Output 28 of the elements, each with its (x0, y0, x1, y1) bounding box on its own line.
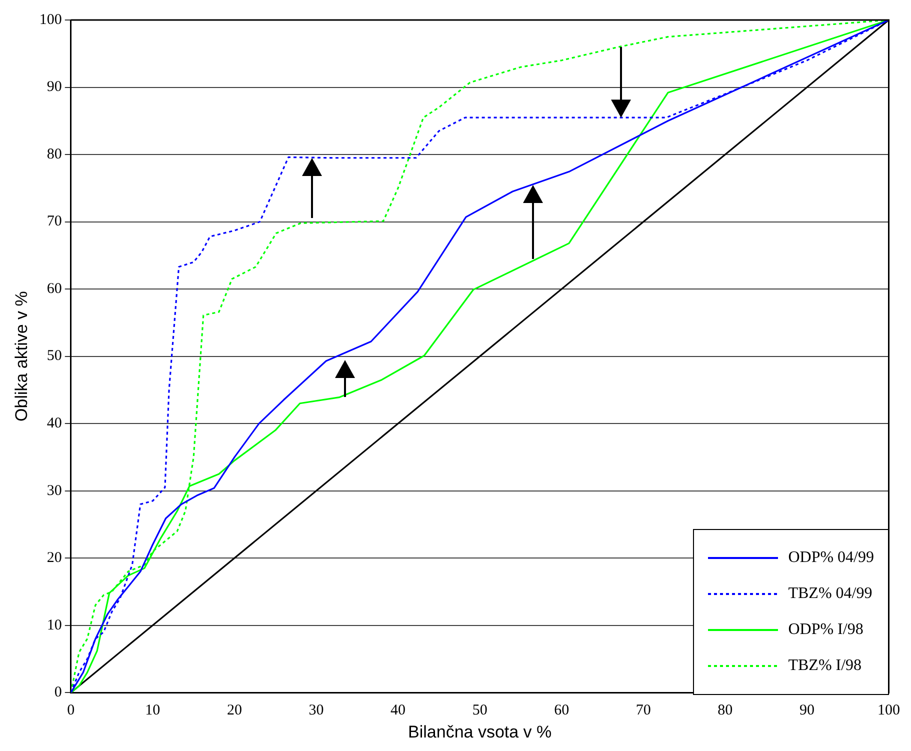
x-axis-title: Bilančna vsota v % (408, 722, 552, 742)
x-tick-label: 20 (226, 702, 242, 719)
legend-label: ODP% 04/99 (788, 549, 874, 567)
y-tick-label: 90 (46, 79, 62, 96)
y-tick-label: 100 (39, 12, 62, 28)
x-tick-label: 80 (718, 702, 733, 719)
y-tick-label: 80 (46, 146, 62, 162)
legend-label: ODP% I/98 (788, 621, 864, 639)
x-tick-label: 100 (878, 702, 900, 719)
y-tick-label: 50 (46, 348, 62, 364)
y-tick-label: 0 (54, 684, 62, 701)
x-tick-label: 70 (636, 702, 651, 719)
legend-label: TBZ% 04/99 (788, 585, 872, 603)
x-tick-label: 0 (67, 702, 75, 719)
y-tick-label: 70 (46, 214, 62, 230)
x-tick-label: 90 (799, 702, 814, 719)
y-tick-label: 60 (46, 280, 62, 297)
y-tick-label: 10 (46, 617, 62, 634)
legend-label: TBZ% I/98 (788, 657, 862, 675)
x-tick-label: 60 (554, 702, 570, 719)
y-axis-title: Oblika aktive v % (12, 291, 31, 422)
x-tick-label: 10 (145, 702, 160, 719)
y-tick-label: 20 (46, 550, 62, 566)
x-tick-label: 30 (308, 702, 324, 719)
x-tick-label: 50 (472, 702, 488, 719)
y-tick-label: 40 (46, 415, 62, 432)
x-tick-label: 40 (390, 702, 406, 719)
y-tick-label: 30 (46, 482, 62, 499)
